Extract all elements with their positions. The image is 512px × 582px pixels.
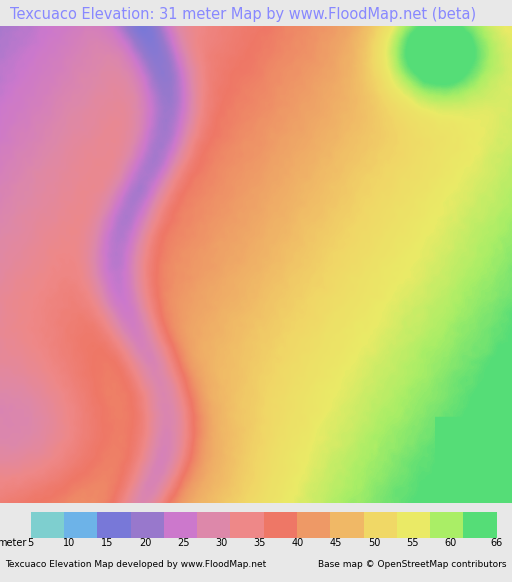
Text: 10: 10 — [63, 538, 75, 548]
Bar — [330, 512, 364, 538]
Text: 25: 25 — [177, 538, 190, 548]
Text: 50: 50 — [368, 538, 380, 548]
Bar — [230, 512, 264, 538]
Text: 5: 5 — [28, 538, 34, 548]
Text: 66: 66 — [490, 538, 503, 548]
Bar — [364, 512, 397, 538]
Bar — [397, 512, 430, 538]
Text: 55: 55 — [407, 538, 419, 548]
Text: Base map © OpenStreetMap contributors: Base map © OpenStreetMap contributors — [318, 560, 507, 569]
Bar — [430, 512, 463, 538]
Bar — [64, 512, 97, 538]
Bar — [463, 512, 497, 538]
Text: 45: 45 — [330, 538, 343, 548]
Bar — [264, 512, 297, 538]
Bar — [197, 512, 230, 538]
Bar — [31, 512, 64, 538]
Bar — [297, 512, 330, 538]
Text: 35: 35 — [253, 538, 266, 548]
Text: 20: 20 — [139, 538, 152, 548]
Bar — [97, 512, 131, 538]
Text: 60: 60 — [445, 538, 457, 548]
Text: Texcuaco Elevation: 31 meter Map by www.FloodMap.net (beta): Texcuaco Elevation: 31 meter Map by www.… — [10, 7, 476, 22]
Text: Texcuaco Elevation Map developed by www.FloodMap.net: Texcuaco Elevation Map developed by www.… — [5, 560, 266, 569]
Text: 30: 30 — [216, 538, 228, 548]
Text: meter: meter — [0, 538, 26, 548]
Text: 15: 15 — [101, 538, 113, 548]
Bar — [164, 512, 197, 538]
Bar — [131, 512, 164, 538]
Text: 40: 40 — [292, 538, 304, 548]
